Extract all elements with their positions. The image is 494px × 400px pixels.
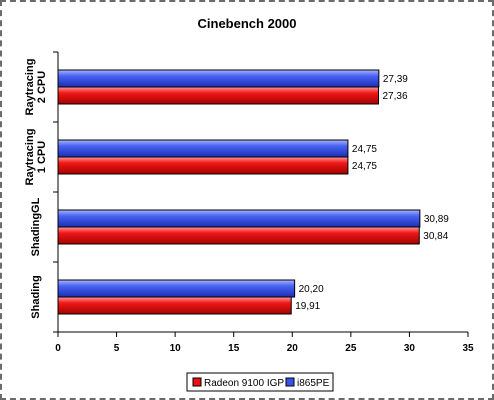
data-label: 20,20 — [299, 284, 324, 295]
data-label: 27,36 — [383, 91, 408, 102]
x-tick-label: 0 — [55, 343, 61, 354]
category-label: ShadingGL — [30, 197, 42, 256]
x-tick-label: 35 — [462, 343, 474, 354]
legend-swatch — [192, 377, 202, 387]
x-tick-label: 20 — [287, 343, 299, 354]
x-tick-label: 25 — [345, 343, 357, 354]
legend — [186, 372, 334, 392]
bar — [57, 296, 292, 315]
data-label: 24,75 — [352, 144, 377, 155]
category-label: Raytracing2 CPU — [24, 59, 48, 116]
bar — [57, 139, 349, 158]
bar — [57, 279, 296, 298]
data-label: 24,75 — [352, 161, 377, 172]
legend-label: i865PE — [297, 378, 330, 389]
bar — [57, 156, 349, 175]
legend-label: Radeon 9100 IGP — [204, 378, 284, 389]
chart-title: Cinebench 2000 — [198, 16, 297, 31]
bar — [57, 226, 420, 245]
x-tick-label: 15 — [228, 343, 240, 354]
category-label: Shading — [30, 275, 42, 318]
data-label: 30,84 — [423, 231, 448, 242]
category-label: Raytracing1 CPU — [24, 129, 48, 186]
legend-swatch — [285, 377, 295, 387]
x-tick-label: 10 — [170, 343, 182, 354]
data-label: 27,39 — [383, 74, 408, 85]
bar — [57, 209, 421, 228]
plot-area: 0 5 10 15 20 25 30 35 27,39 27,36 Raytracing2 CPU 2… — [24, 51, 474, 392]
data-label: 30,89 — [424, 214, 449, 225]
x-tick-label: 30 — [404, 343, 416, 354]
bar — [57, 69, 380, 88]
x-tick-label: 5 — [114, 343, 120, 354]
bar — [57, 86, 380, 105]
data-label: 19,91 — [295, 301, 320, 312]
